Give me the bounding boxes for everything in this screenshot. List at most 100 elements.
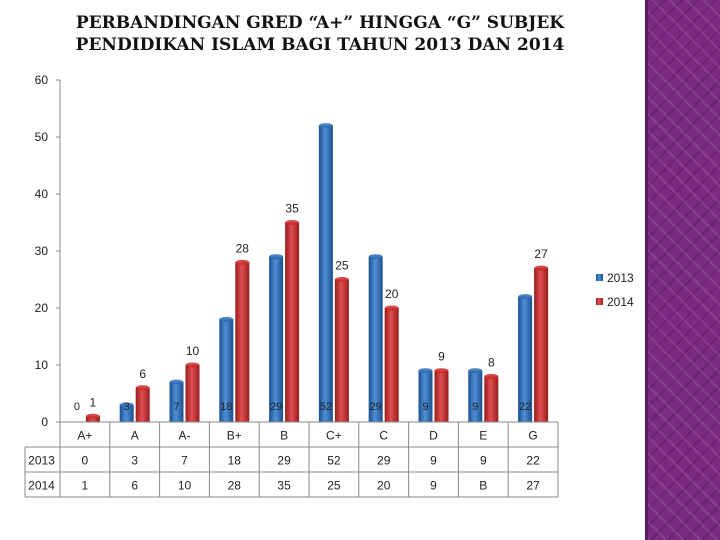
table-cell: 1 xyxy=(82,479,89,493)
table-cell: 35 xyxy=(277,479,291,493)
data-label-2013: 9 xyxy=(472,401,478,413)
table-category-label: E xyxy=(479,429,487,443)
data-label-2014: 25 xyxy=(335,259,349,273)
bar-2014 xyxy=(135,387,150,422)
table-category-label: A+ xyxy=(77,429,92,443)
chart-title: PERBANDINGAN GRED “A+” HINGGA “G” SUBJEK… xyxy=(60,12,580,56)
table-cell: 9 xyxy=(430,454,437,468)
data-label-2013: 22 xyxy=(519,401,531,413)
table-category-label: D xyxy=(429,429,438,443)
table-cell: 6 xyxy=(131,479,138,493)
table-category-label: C xyxy=(379,429,388,443)
bar-top-2014 xyxy=(135,385,150,391)
y-tick-label: 20 xyxy=(35,301,49,315)
bar-2014 xyxy=(484,376,499,422)
bar-top-2014 xyxy=(384,305,399,311)
bar-2014 xyxy=(85,416,100,422)
bar-top-2014 xyxy=(484,373,499,379)
table-cell: 9 xyxy=(480,454,487,468)
data-label-2013: 29 xyxy=(370,401,382,413)
chart-title-line-2: PENDIDIKAN ISLAM BAGI TAHUN 2013 DAN 201… xyxy=(75,35,565,55)
data-label-2014: 35 xyxy=(285,202,299,216)
bar-top-2013 xyxy=(418,368,433,374)
chart-title-line-1: PERBANDINGAN GRED “A+” HINGGA “G” SUBJEK xyxy=(75,13,565,33)
y-tick-label: 50 xyxy=(35,130,49,144)
table-cell: 10 xyxy=(178,479,192,493)
bar-2013 xyxy=(119,404,134,422)
bar-2014 xyxy=(384,308,399,422)
data-label-2014: 27 xyxy=(534,247,548,261)
bar-top-2013 xyxy=(368,254,383,260)
data-label-2014: 28 xyxy=(236,241,250,255)
bar-2014 xyxy=(185,365,200,422)
bar-top-2013 xyxy=(318,123,333,129)
bar-top-2014 xyxy=(534,265,549,271)
bar-2014 xyxy=(334,279,349,422)
table-category-label: B xyxy=(280,429,288,443)
y-tick-label: 40 xyxy=(35,187,49,201)
legend-label: 2013 xyxy=(607,271,634,285)
bar-top-2014 xyxy=(85,413,100,419)
bar-top-2013 xyxy=(119,402,134,408)
bar-2013 xyxy=(418,370,433,422)
bar-top-2013 xyxy=(219,316,234,322)
bar-2013 xyxy=(318,125,333,422)
bar-top-2013 xyxy=(468,368,483,374)
side-band-edge xyxy=(645,0,648,540)
legend-swatch-2013 xyxy=(596,274,603,281)
data-label-2013: 3 xyxy=(124,401,130,413)
bar-2013 xyxy=(269,256,284,422)
data-label-2013: 52 xyxy=(320,401,332,413)
bar-top-2014 xyxy=(285,220,300,225)
table-cell: 3 xyxy=(131,454,138,468)
bar-2013 xyxy=(468,370,483,422)
data-label-2013: 18 xyxy=(220,401,232,413)
data-label-2014: 20 xyxy=(385,287,399,301)
table-row-label: 2013 xyxy=(28,454,55,468)
data-label-2014: 1 xyxy=(90,395,97,409)
y-tick-label: 10 xyxy=(35,358,49,372)
bar-2014 xyxy=(434,370,449,422)
table-cell: 29 xyxy=(377,454,391,468)
bar-top-2013 xyxy=(169,379,184,385)
bar-2013 xyxy=(169,382,184,422)
bar-2013 xyxy=(518,296,533,422)
table-category-label: A- xyxy=(179,429,191,443)
bar-top-2013 xyxy=(518,294,533,300)
legend-label: 2014 xyxy=(607,295,634,309)
bar-2013 xyxy=(219,319,234,422)
data-label-2014: 8 xyxy=(488,355,495,369)
table-category-label: A xyxy=(131,429,139,443)
table-row-label: 2014 xyxy=(28,479,55,493)
table-cell: 20 xyxy=(377,479,391,493)
data-label-2014: 10 xyxy=(186,344,200,358)
y-tick-label: 30 xyxy=(35,244,49,258)
bar-top-2014 xyxy=(235,259,250,265)
data-label-2013: 29 xyxy=(270,401,282,413)
table-cell: 25 xyxy=(327,479,341,493)
table-cell: 52 xyxy=(327,454,341,468)
y-tick-label: 60 xyxy=(35,73,49,87)
table-cell: 29 xyxy=(277,454,291,468)
bar-top-2014 xyxy=(334,277,349,282)
table-category-label: C+ xyxy=(326,429,342,443)
table-cell: 22 xyxy=(526,454,540,468)
bar-2014 xyxy=(534,268,549,422)
table-cell: 18 xyxy=(228,454,242,468)
table-cell: B xyxy=(479,479,487,493)
bar-2014 xyxy=(235,262,250,422)
bar-2014 xyxy=(285,222,300,422)
data-label-2014: 9 xyxy=(438,350,445,364)
side-band-decoration xyxy=(648,0,720,540)
table-cell: 7 xyxy=(181,454,188,468)
table-cell: 28 xyxy=(228,479,242,493)
data-label-2013: 7 xyxy=(173,401,179,413)
table-category-label: G xyxy=(528,429,537,443)
bar-top-2013 xyxy=(269,254,284,260)
table-cell: 0 xyxy=(82,454,89,468)
data-label-2013: 9 xyxy=(422,401,428,413)
table-cell: 27 xyxy=(526,479,540,493)
table-category-label: B+ xyxy=(227,429,242,443)
